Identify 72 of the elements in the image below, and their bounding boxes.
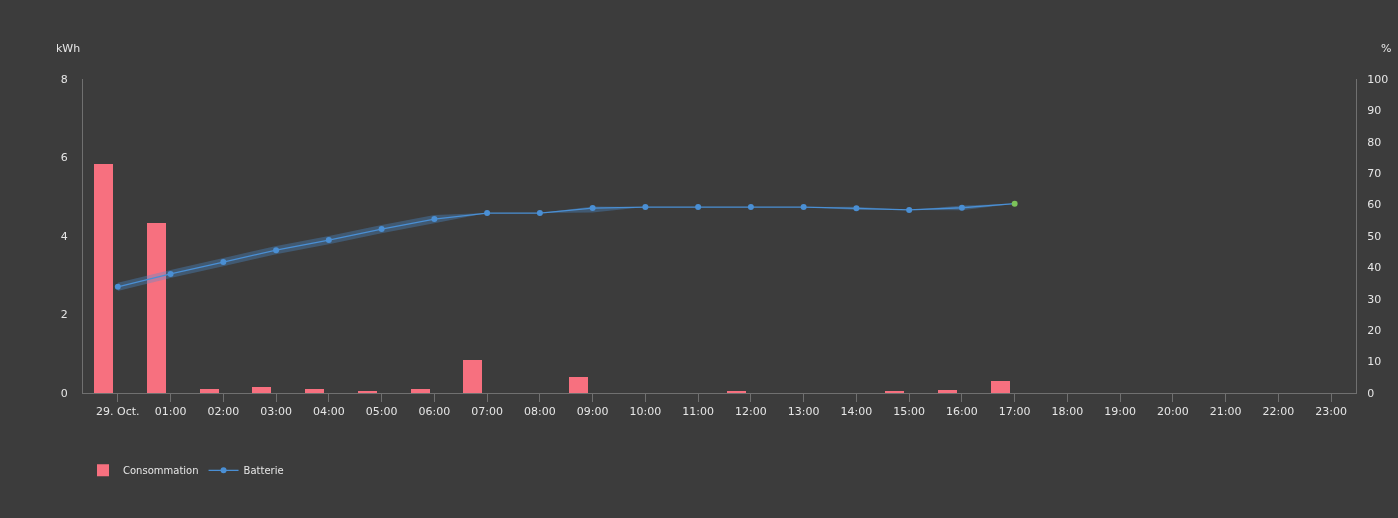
point [747,204,754,211]
x-tick-label: 29. Oct. [96,405,140,419]
y-tick-label: 2 [60,308,68,322]
y2-tick-label: 60 [1367,198,1382,212]
y-tick-label: 8 [60,72,68,86]
y2-tick-label: 10 [1367,355,1382,369]
x-tick-label: 09:00 [576,405,609,419]
bar [305,389,324,393]
point [484,210,491,217]
bar [200,389,219,393]
point [273,247,280,254]
x-tick-label: 05:00 [365,405,398,419]
point [853,205,860,212]
x-tick-label: 06:00 [418,405,451,419]
point [167,270,174,277]
x-tick-label: 13:00 [787,405,820,419]
point [906,206,913,213]
y2-tick-label: 50 [1367,229,1382,243]
bar [94,164,113,393]
x-tick-label: 23:00 [1315,405,1348,419]
bar [991,381,1010,393]
y2-tick-label: 30 [1367,292,1382,306]
x-tick-label: 17:00 [998,405,1031,419]
y2-tick-label: 70 [1367,167,1382,181]
x-tick-label: 21:00 [1209,405,1242,419]
y-tick-label: 6 [60,151,68,165]
x-tick-label: 01:00 [154,405,187,419]
x-tick-label: 04:00 [312,405,345,419]
point [378,226,385,233]
point [431,216,438,223]
y2-tick-label: 20 [1367,324,1382,338]
point [800,204,807,211]
y-axis-title: kWh [56,42,81,55]
x-tick-label: 22:00 [1262,405,1295,419]
x-tick-label: 12:00 [735,405,767,419]
x-tick-label: 15:00 [893,405,926,419]
point [1011,200,1018,207]
x-tick-label: 18:00 [1051,405,1084,419]
bar [252,387,271,393]
y-tick-label: 0 [60,386,68,400]
point [536,210,543,217]
point [695,204,702,211]
bar [463,360,482,393]
bar [147,223,166,393]
bar [411,389,430,393]
bar [569,377,588,393]
x-tick-label: 07:00 [471,405,503,419]
x-tick-label: 03:00 [260,405,292,419]
legend-label: Consommation [123,465,199,477]
bar [938,390,957,393]
point [642,204,649,211]
y2-axis-title: % [1381,42,1392,55]
x-tick-label: 14:00 [840,405,873,419]
y2-tick-label: 90 [1367,104,1382,118]
x-tick-label: 11:00 [682,405,714,419]
x-tick-label: 10:00 [629,405,662,419]
point [958,204,965,211]
x-tick-label: 02:00 [207,405,240,419]
y2-tick-label: 0 [1367,386,1375,400]
y2-tick-label: 80 [1367,135,1382,149]
y2-tick-label: 40 [1367,261,1382,275]
point [114,283,121,290]
x-tick-label: 16:00 [946,405,978,419]
point [589,205,596,212]
x-tick-label: 20:00 [1157,405,1189,419]
y-tick-label: 4 [60,229,68,243]
y2-tick-label: 100 [1367,72,1389,86]
point [325,237,332,244]
legend-label: Batterie [243,465,284,477]
point [220,259,227,266]
x-tick-label: 08:00 [524,405,556,419]
x-tick-label: 19:00 [1104,405,1137,419]
